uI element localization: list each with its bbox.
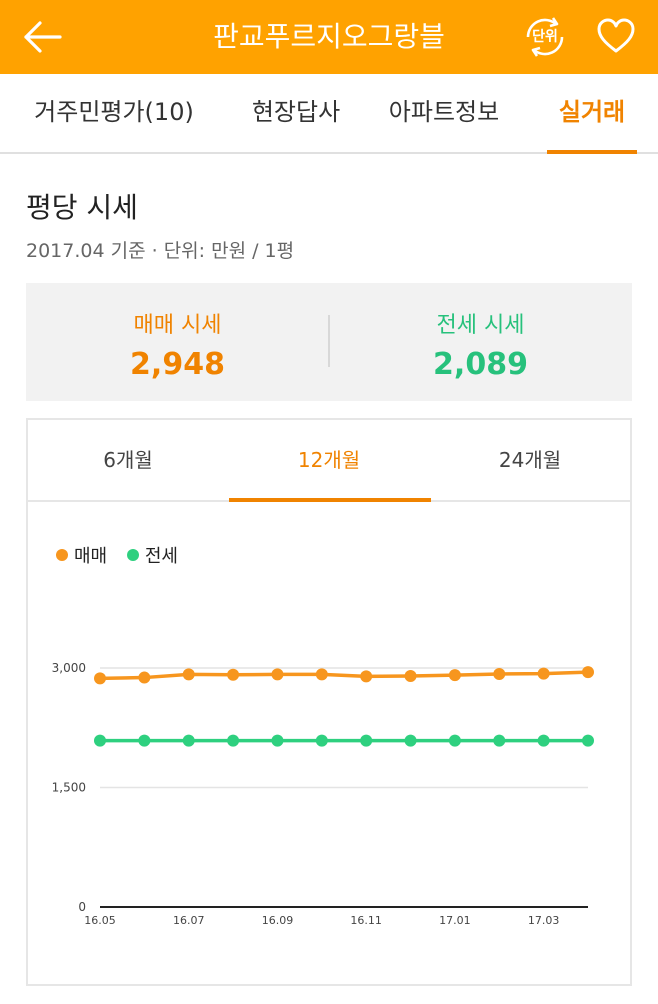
- data-point-jeonse: [493, 734, 506, 747]
- data-point-sale: [94, 672, 106, 685]
- legend-label-sale: 매매: [74, 546, 108, 567]
- tab-real-transactions[interactable]: 실거래: [558, 98, 626, 126]
- x-tick-label: 16.07: [173, 914, 205, 927]
- legend-label-jeonse: 전세: [144, 546, 178, 567]
- legend-item-jeonse: 전세: [126, 542, 178, 568]
- x-tick-label: 16.11: [350, 914, 382, 927]
- main-tabs: 거주민평가(10) 현장답사 아파트정보 실거래: [0, 74, 658, 154]
- x-tick-label: 17.03: [528, 914, 560, 927]
- chart-legend: 매매 전세: [56, 542, 192, 568]
- data-point-jeonse: [537, 734, 550, 747]
- jeonse-price-label: 전세 시세: [436, 313, 525, 338]
- favorite-button[interactable]: [594, 14, 638, 58]
- data-point-jeonse: [227, 734, 240, 747]
- y-tick-label: 3,000: [52, 661, 86, 675]
- data-point-sale: [582, 666, 594, 679]
- data-point-jeonse: [404, 734, 417, 747]
- price-summary: 매매 시세 2,948 전세 시세 2,089: [26, 283, 632, 401]
- tab-apartment-info[interactable]: 아파트정보: [388, 98, 500, 126]
- period-tab-12m[interactable]: 12개월: [297, 448, 361, 472]
- data-point-jeonse: [271, 734, 284, 747]
- x-tick-label: 16.05: [84, 914, 116, 927]
- data-point-sale: [448, 669, 461, 682]
- section-title: 평당 시세: [26, 191, 138, 224]
- series-line-sale: [99, 670, 589, 681]
- app-bar: 판교푸르지오그랑블 단위: [0, 0, 658, 74]
- tab-resident-reviews[interactable]: 거주민평가(10): [34, 98, 194, 126]
- x-tick-label: 17.01: [439, 914, 471, 927]
- data-point-sale: [493, 667, 506, 680]
- sale-summary: 매매 시세 2,948: [26, 283, 329, 401]
- period-tab-6m[interactable]: 6개월: [103, 448, 153, 472]
- data-point-sale: [537, 667, 550, 680]
- data-point-jeonse: [182, 734, 195, 747]
- heart-icon: [597, 18, 635, 53]
- data-point-jeonse: [582, 734, 594, 747]
- legend-dot-sale: [56, 549, 68, 561]
- refresh-circle-icon: [526, 17, 564, 57]
- sale-price-value: 2,948: [130, 347, 225, 382]
- data-point-jeonse: [94, 734, 106, 747]
- y-tick-label: 1,500: [52, 781, 86, 795]
- data-point-sale: [360, 670, 373, 683]
- data-point-sale: [227, 668, 240, 681]
- summary-divider: [328, 315, 330, 367]
- legend-item-sale: 매매: [56, 542, 107, 568]
- data-point-sale: [404, 669, 417, 682]
- data-point-jeonse: [360, 734, 373, 747]
- page-title: 판교푸르지오그랑블: [213, 20, 445, 53]
- jeonse-summary: 전세 시세 2,089: [329, 283, 632, 401]
- data-point-jeonse: [315, 734, 328, 747]
- back-button[interactable]: [18, 14, 68, 60]
- period-tab-24m[interactable]: 24개월: [498, 448, 562, 472]
- data-point-jeonse: [138, 734, 151, 747]
- unit-button-label: 단위: [532, 29, 558, 45]
- active-period-indicator: [229, 498, 431, 502]
- jeonse-price-value: 2,089: [433, 347, 528, 382]
- tab-site-visit[interactable]: 현장답사: [251, 98, 341, 126]
- data-point-jeonse: [448, 734, 461, 747]
- y-tick-label: 0: [78, 900, 86, 914]
- active-tab-indicator: [547, 150, 637, 154]
- data-point-sale: [315, 668, 328, 681]
- data-point-sale: [271, 668, 284, 681]
- section-subtitle: 2017.04 기준 · 단위: 만원 / 1평: [26, 240, 295, 262]
- unit-toggle-button[interactable]: 단위: [520, 12, 570, 62]
- back-arrow-icon: [24, 21, 62, 53]
- chart-card: 6개월 12개월 24개월 매매 전세 0 1,500 3,000 16.05 16.0…: [26, 418, 632, 986]
- data-point-sale: [138, 671, 151, 684]
- data-point-sale: [182, 668, 195, 681]
- legend-dot-jeonse: [126, 549, 139, 561]
- price-line-chart: 0 1,500 3,000 16.05 16.07 16.09 16.11 17.01 17.0…: [52, 661, 594, 927]
- period-tabs: 6개월 12개월 24개월: [28, 420, 630, 502]
- sale-price-label: 매매 시세: [133, 313, 222, 338]
- x-tick-label: 16.09: [262, 914, 294, 927]
